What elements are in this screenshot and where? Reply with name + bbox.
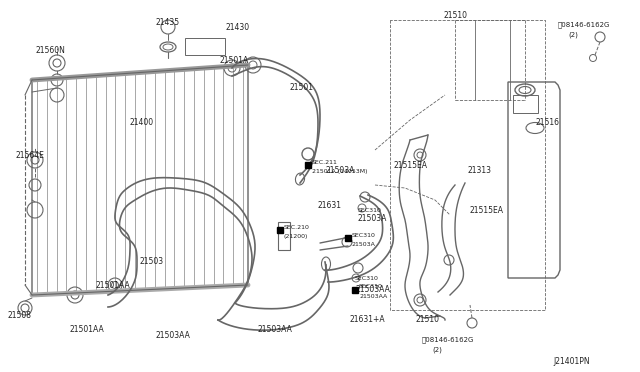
Text: 21560N: 21560N [35,45,65,55]
Text: SEC310: SEC310 [358,208,382,212]
Text: SEC.210: SEC.210 [284,224,310,230]
Text: 21501A (14053M): 21501A (14053M) [312,169,367,173]
Text: J21401PN: J21401PN [554,357,590,366]
Text: 21515EA: 21515EA [470,205,504,215]
Bar [513,95,538,113]
Text: 21400: 21400 [130,118,154,126]
Text: 21503A: 21503A [352,241,376,247]
Text: 21501AA: 21501AA [95,280,130,289]
Text: 21503AA: 21503AA [258,326,293,334]
Text: (2): (2) [568,32,578,38]
Text: 21430: 21430 [226,22,250,32]
Text: Ⓑ08146-6162G: Ⓑ08146-6162G [422,337,474,343]
Text: 21501AA: 21501AA [70,326,105,334]
Text: 21503AA: 21503AA [355,285,390,295]
Text: (2): (2) [432,347,442,353]
Text: 21503: 21503 [140,257,164,266]
Bar [278,222,290,250]
Text: 21503A: 21503A [358,214,387,222]
Text: SEC310: SEC310 [352,232,376,237]
Text: 21508: 21508 [8,311,32,321]
Text: 21631+A: 21631+A [350,315,386,324]
Text: 21631: 21631 [318,201,342,209]
Text: 21435: 21435 [155,17,179,26]
Text: 21503AA: 21503AA [359,294,387,298]
Text: 21510: 21510 [415,315,439,324]
Text: 21510: 21510 [443,10,467,19]
Text: 21313: 21313 [468,166,492,174]
Text: 21515EA: 21515EA [393,160,427,170]
Text: SEC.211: SEC.211 [312,160,338,164]
Text: 21501: 21501 [290,83,314,92]
Text: (21200): (21200) [284,234,308,238]
Text: 21501A: 21501A [220,55,249,64]
Text: 21516: 21516 [536,118,560,126]
Text: 21564E: 21564E [15,151,44,160]
Text: SEC310: SEC310 [355,276,379,280]
Text: SEC310: SEC310 [359,285,383,289]
Text: 21503AA: 21503AA [155,330,190,340]
Text: 21503A: 21503A [325,166,355,174]
Text: Ⓑ08146-6162G: Ⓑ08146-6162G [558,22,611,28]
